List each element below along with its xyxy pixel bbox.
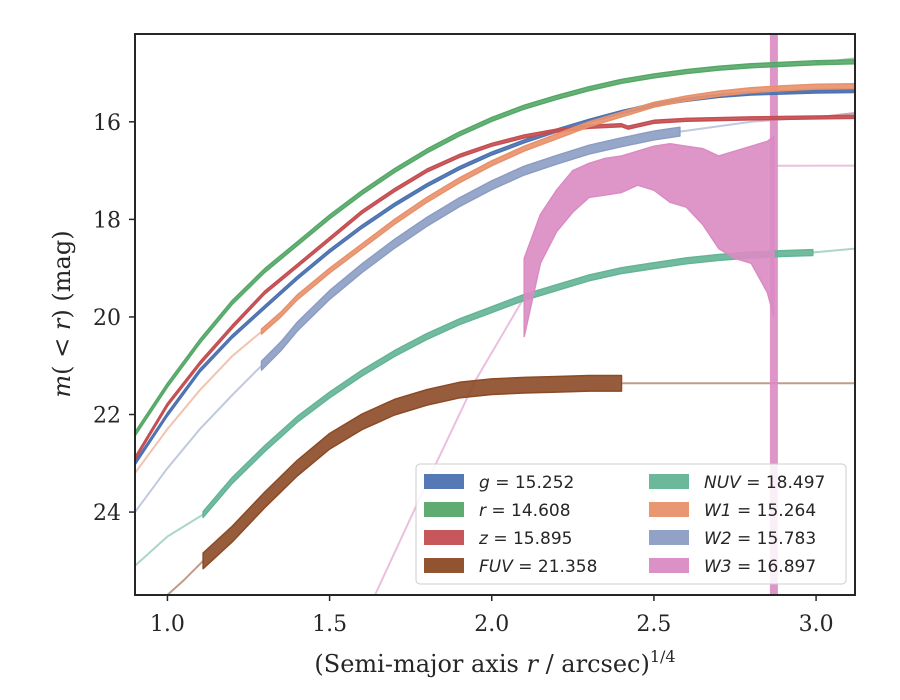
legend-swatch-z [424,530,464,545]
x-tick-label: 2.5 [636,612,671,637]
y-tick-label: 16 [93,111,121,136]
legend-label-z: z = 15.895 [478,529,572,549]
extrapolation-w2-8 [135,364,263,513]
legend-label-nuv: NUV = 18.497 [704,473,825,493]
extrapolation-w3-10 [374,296,526,595]
legend-label-r: r = 14.608 [479,501,571,521]
y-tick-label: 20 [93,306,121,331]
legend-label-w2: W2 = 15.783 [704,529,816,549]
band-nuv [202,248,814,519]
band-fuv [202,374,623,570]
band-w1 [260,83,855,335]
x-axis-ticks: 1.0 1.5 2.0 2.5 3.0 [150,595,834,637]
legend-items: g = 15.252 r = 14.608 z = 15.895 FUV = 21.3… [424,473,825,577]
legend-label-fuv: FUV = 21.358 [479,557,597,577]
legend-swatch-r [424,502,464,517]
legend-box [415,463,847,585]
band-r [135,59,855,437]
x-tick-label: 1.0 [150,612,185,637]
x-tick-label: 1.5 [312,612,347,637]
legend-label-w1: W1 = 15.264 [704,501,816,521]
band-w2 [260,126,681,371]
legend-label-g: g = 15.252 [479,473,574,493]
plot-frame [134,33,856,596]
x-axis-title: (Semi-major axis r / arcsec)1/4 [314,647,675,678]
extrapolation-nuv-6 [812,247,855,254]
band-w3 [523,135,775,338]
extrapolation-nuv-5 [135,513,204,567]
y-axis-ticks: 16 18 20 22 24 [93,111,135,526]
extrapolation-w1-7 [135,330,263,474]
legend-label-w3: W3 = 16.897 [704,557,816,577]
x-tick-label: 3.0 [799,612,834,637]
band-g [135,88,855,466]
y-tick-label: 24 [93,501,121,526]
legend-swatch-nuv [649,474,689,489]
legend: g = 15.252 r = 14.608 z = 15.895 FUV = 21.3… [415,463,847,585]
extrapolation-fuv-3 [166,560,204,595]
x-tick-label: 2.0 [474,612,509,637]
legend-swatch-w1 [649,502,689,517]
y-axis-title: m( < r) (mag) [48,230,76,397]
series-layer [135,34,855,595]
legend-swatch-fuv [424,558,464,573]
legend-swatch-w2 [649,530,689,545]
y-tick-label: 18 [93,208,121,233]
legend-swatch-g [424,474,464,489]
band-z [135,114,855,461]
legend-swatch-w3 [649,558,689,573]
y-tick-label: 22 [93,404,121,429]
